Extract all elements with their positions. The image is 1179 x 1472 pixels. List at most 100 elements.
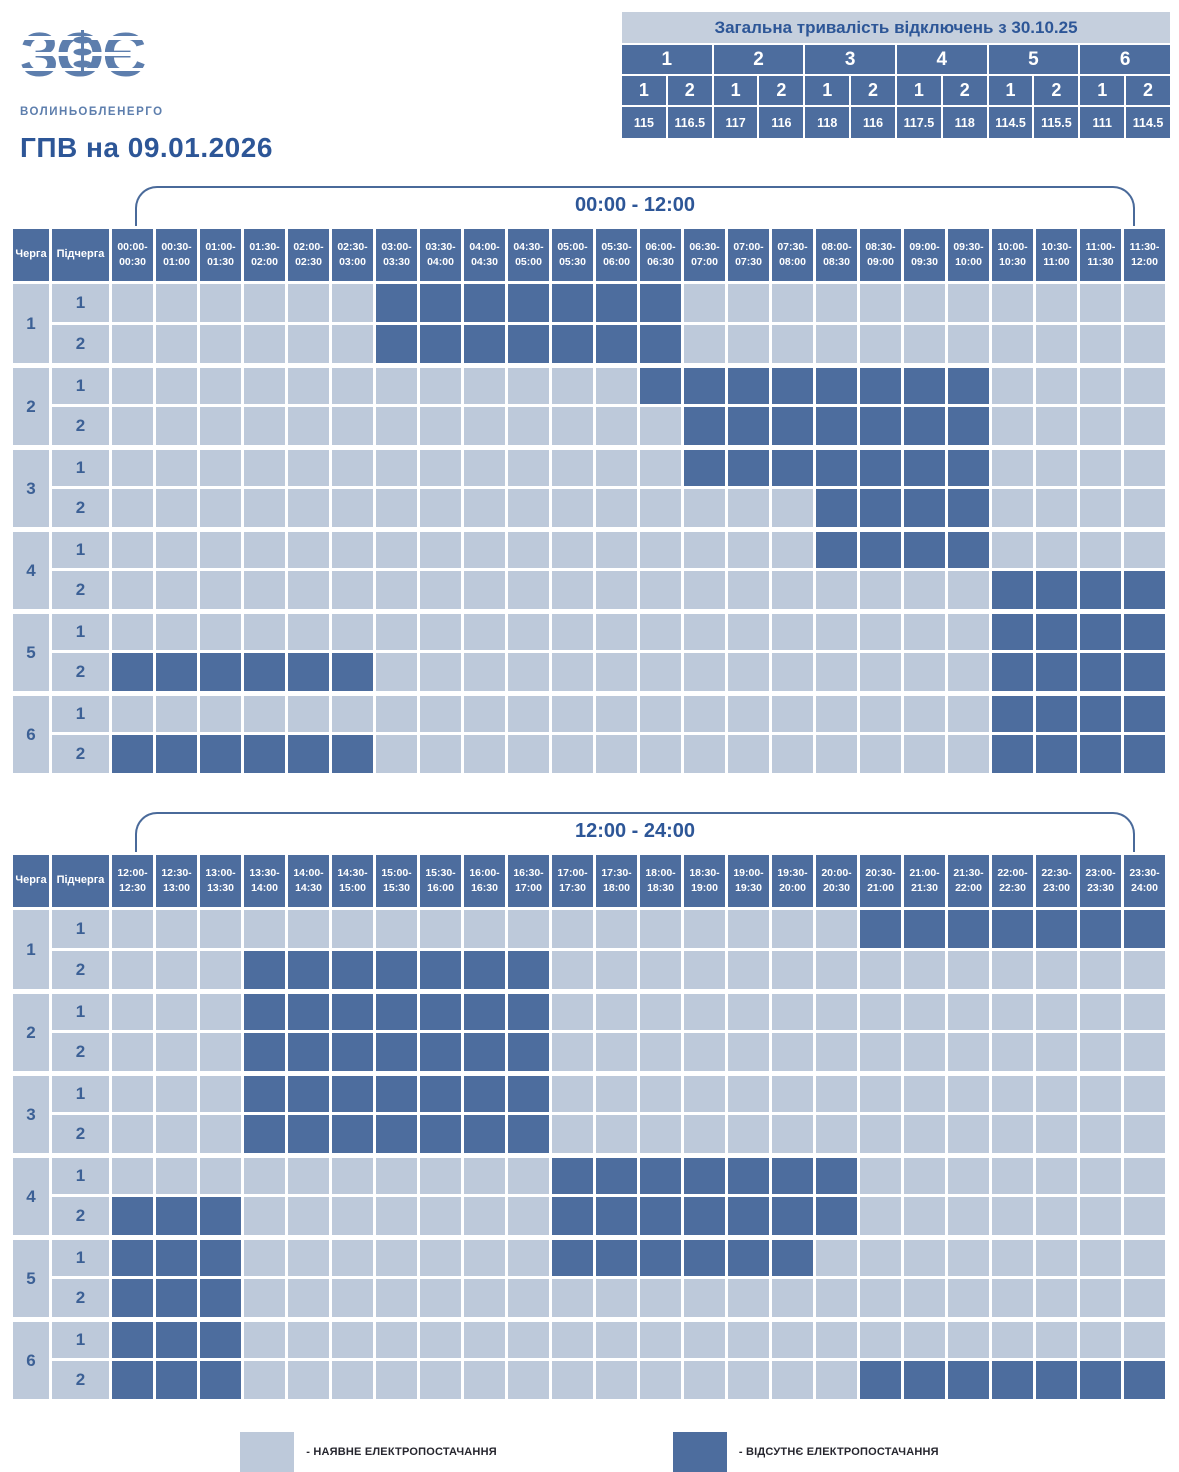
- slot-cell-outage: [376, 1115, 417, 1153]
- slot-cell-available: [1080, 1197, 1121, 1235]
- slot-cell-available: [640, 653, 681, 691]
- slot-cell-available: [1080, 530, 1121, 568]
- slot-cell-available: [552, 951, 593, 989]
- slot-cell-outage: [288, 992, 329, 1030]
- slot-cell-available: [288, 407, 329, 445]
- time-slot-header: 09:30- 10:00: [948, 229, 989, 281]
- summary-total-hours: 114.5: [988, 107, 1033, 138]
- slot-cell-available: [420, 1279, 461, 1317]
- slot-cell-available: [1080, 1033, 1121, 1071]
- slot-cell-available: [772, 489, 813, 527]
- slot-cell-available: [904, 1156, 945, 1194]
- slot-cell-available: [552, 366, 593, 404]
- time-slot-header: 10:00- 10:30: [992, 229, 1033, 281]
- time-slot-header: 01:30- 02:00: [244, 229, 285, 281]
- subqueue-label: 2: [52, 407, 109, 445]
- slot-cell-available: [816, 910, 857, 948]
- slot-cell-available: [596, 951, 637, 989]
- summary-subgroup: 2: [1126, 76, 1170, 105]
- time-slot-header: 20:30- 21:00: [860, 855, 901, 907]
- summary-group-6: 6: [1080, 45, 1170, 74]
- slot-cell-available: [816, 653, 857, 691]
- summary-subgroup: 2: [851, 76, 895, 105]
- slot-cell-available: [1080, 992, 1121, 1030]
- slot-cell-available: [112, 407, 153, 445]
- slot-cell-available: [860, 1115, 901, 1153]
- slot-cell-available: [992, 1320, 1033, 1358]
- slot-cell-available: [464, 1279, 505, 1317]
- slot-cell-outage: [904, 910, 945, 948]
- slot-cell-available: [156, 992, 197, 1030]
- slot-cell-available: [992, 1115, 1033, 1153]
- slot-cell-available: [904, 653, 945, 691]
- slot-cell-available: [948, 1074, 989, 1112]
- summary-subgroup: 1: [622, 76, 666, 105]
- slot-cell-available: [376, 735, 417, 773]
- time-slot-header: 11:00- 11:30: [1080, 229, 1121, 281]
- slot-cell-available: [772, 1320, 813, 1358]
- time-slot-header: 08:30- 09:00: [860, 229, 901, 281]
- slot-cell-available: [640, 1361, 681, 1399]
- slot-cell-outage: [728, 1238, 769, 1276]
- slot-cell-available: [728, 530, 769, 568]
- slot-cell-available: [552, 1115, 593, 1153]
- slot-cell-available: [948, 1033, 989, 1071]
- slot-cell-available: [728, 1320, 769, 1358]
- slot-cell-outage: [992, 1361, 1033, 1399]
- slot-cell-available: [728, 910, 769, 948]
- time-slot-header: 02:00- 02:30: [288, 229, 329, 281]
- slot-cell-outage: [112, 735, 153, 773]
- slot-cell-outage: [288, 951, 329, 989]
- slot-cell-available: [200, 407, 241, 445]
- slot-cell-available: [508, 571, 549, 609]
- slot-cell-outage: [860, 910, 901, 948]
- slot-cell-available: [464, 1238, 505, 1276]
- slot-cell-available: [508, 1320, 549, 1358]
- slot-cell-available: [552, 612, 593, 650]
- slot-cell-available: [508, 489, 549, 527]
- slot-cell-outage: [288, 1033, 329, 1071]
- summary-subgroup: 1: [896, 76, 941, 105]
- slot-cell-available: [332, 1320, 373, 1358]
- slot-cell-available: [552, 1074, 593, 1112]
- slot-cell-outage: [684, 407, 725, 445]
- slot-cell-available: [420, 407, 461, 445]
- slot-cell-available: [288, 910, 329, 948]
- slot-cell-available: [552, 1320, 593, 1358]
- slot-cell-available: [596, 1361, 637, 1399]
- slot-cell-available: [464, 448, 505, 486]
- slot-cell-available: [640, 951, 681, 989]
- slot-cell-available: [860, 325, 901, 363]
- slot-cell-available: [1080, 489, 1121, 527]
- slot-cell-available: [332, 1156, 373, 1194]
- slot-cell-outage: [376, 951, 417, 989]
- slot-cell-available: [420, 448, 461, 486]
- slot-cell-outage: [112, 653, 153, 691]
- slot-cell-outage: [640, 1197, 681, 1235]
- slot-cell-outage: [640, 366, 681, 404]
- time-range-label-2: 12:00 - 24:00: [574, 820, 696, 842]
- slot-cell-available: [332, 612, 373, 650]
- slot-cell-available: [684, 910, 725, 948]
- slot-cell-outage: [816, 366, 857, 404]
- slot-cell-outage: [904, 448, 945, 486]
- slot-cell-available: [156, 489, 197, 527]
- slot-cell-outage: [288, 735, 329, 773]
- slot-cell-available: [200, 951, 241, 989]
- slot-cell-outage: [1080, 653, 1121, 691]
- slot-cell-available: [728, 1361, 769, 1399]
- slot-cell-outage: [332, 653, 373, 691]
- slot-cell-available: [244, 366, 285, 404]
- slot-cell-available: [200, 1033, 241, 1071]
- slot-cell-available: [464, 366, 505, 404]
- slot-cell-outage: [200, 1320, 241, 1358]
- summary-total-hours: 115.5: [1034, 107, 1079, 138]
- slot-cell-available: [684, 489, 725, 527]
- slot-cell-outage: [508, 325, 549, 363]
- slot-cell-available: [772, 992, 813, 1030]
- slot-cell-available: [816, 612, 857, 650]
- slot-cell-outage: [288, 653, 329, 691]
- slot-cell-available: [244, 489, 285, 527]
- slot-cell-available: [948, 653, 989, 691]
- slot-cell-outage: [200, 653, 241, 691]
